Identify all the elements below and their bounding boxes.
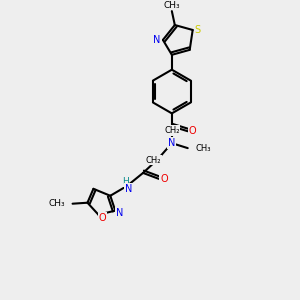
Text: N: N [116,208,123,218]
Text: O: O [160,174,168,184]
Text: N: N [168,138,175,148]
Text: CH₃: CH₃ [49,199,66,208]
Text: CH₂: CH₂ [145,155,161,164]
Text: H: H [122,177,129,186]
Text: N: N [125,184,133,194]
Text: N: N [153,35,161,45]
Text: CH₃: CH₃ [196,144,211,153]
Text: O: O [189,126,196,136]
Text: CH₃: CH₃ [164,1,180,10]
Text: O: O [98,213,106,223]
Text: CH₂: CH₂ [164,126,180,135]
Text: S: S [195,25,201,35]
